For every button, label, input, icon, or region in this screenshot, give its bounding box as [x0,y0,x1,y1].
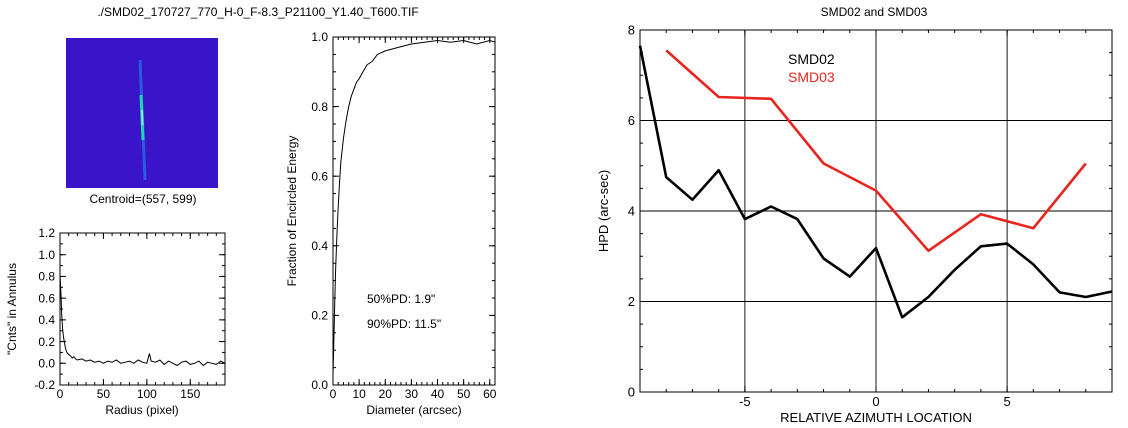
encircled-energy-chart: 0 10 20 30 40 50 60 0.0 0.2 0.4 0.6 0.8 1.0 Diameter… [285,30,497,417]
legend-smd02: SMD02 [788,51,835,67]
y-tick-label: 0.2 [38,335,55,349]
x-tick-label: 30 [405,387,419,401]
streak-peak [141,109,144,126]
x-tick-label: 5 [1003,394,1010,409]
hpd-title: SMD02 and SMD03 [821,5,928,19]
x-tick-label: 150 [180,387,200,401]
hpd-ylabel: HPD (arc-sec) [596,170,611,252]
y-tick-label: 0.4 [311,239,328,253]
x-tick-label: 0 [57,387,64,401]
figure-title: ./SMD02_170727_770_H-0_F-8.3_P21100_Y1.4… [97,5,418,19]
y-tick-label: 0 [628,385,635,400]
centroid-caption: Centroid=(557, 599) [89,192,196,206]
x-tick-label: -5 [739,394,751,409]
x-tick-label: 60 [483,387,497,401]
y-tick-label: 0.2 [311,309,328,323]
hpd-chart: SMD02 and SMD03 -5 0 5 0 2 4 6 8 SMD02 SMD03 RE… [596,5,1113,425]
annulus-xlabel: Radius (pixel) [105,403,178,417]
y-tick-label: 1.2 [38,226,55,240]
x-tick-label: 100 [137,387,157,401]
legend-smd03: SMD03 [788,69,835,85]
x-tick-label: 50 [97,387,111,401]
annulus-chart: 0 50 100 150 -0.2 0.0 0.2 0.4 0.6 0.8 1.0 1.2 Radiu… [5,226,226,417]
y-tick-label: 2 [628,294,635,309]
y-tick-label: 1.0 [311,30,328,44]
smd03-series-line [665,49,1087,253]
x-tick-label: 50 [457,387,471,401]
x-tick-label: 20 [379,387,393,401]
y-tick-label: 0.6 [311,169,328,183]
pd90-annotation: 90%PD: 11.5" [367,317,441,331]
y-tick-label: 6 [628,113,635,128]
y-tick-label: 4 [628,204,635,219]
y-tick-label: 0.4 [38,313,55,327]
annulus-ylabel: "Cnts" in Annulus [5,263,19,355]
y-tick-label: 1.0 [38,248,55,262]
y-tick-label: 0.0 [311,378,328,392]
x-tick-label: 0 [872,394,879,409]
encircled-ylabel: Fraction of Encircled Energy [285,136,299,287]
encircled-series-line [332,39,496,375]
encircled-xlabel: Diameter (arcsec) [366,403,461,417]
x-tick-label: 0 [330,387,337,401]
detector-image [66,38,218,188]
x-tick-label: 10 [352,387,366,401]
y-tick-label: 0.6 [38,291,55,305]
y-tick-label: 8 [628,23,635,38]
hpd-xlabel: RELATIVE AZIMUTH LOCATION [780,410,972,425]
pd50-annotation: 50%PD: 1.9" [367,292,435,306]
y-tick-label: 0.0 [38,356,55,370]
smd02-series-line [638,45,1113,319]
y-tick-label: 0.8 [311,100,328,114]
x-tick-label: 40 [431,387,445,401]
encircled-plot-frame [332,36,496,386]
y-tick-label: 0.8 [38,270,55,284]
annulus-series-line [59,274,226,367]
y-tick-label: -0.2 [34,378,55,392]
